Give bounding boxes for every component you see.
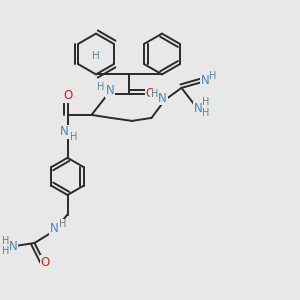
Text: O: O [63, 89, 72, 103]
Text: H: H [151, 89, 158, 100]
Text: H: H [2, 246, 9, 256]
Text: H: H [97, 82, 104, 92]
Text: N: N [50, 221, 58, 235]
Text: H: H [92, 50, 100, 61]
Text: H: H [2, 236, 9, 246]
Text: N: N [60, 125, 69, 139]
Text: O: O [41, 256, 50, 269]
Text: N: N [106, 84, 115, 98]
Text: H: H [202, 97, 210, 107]
Text: H: H [70, 132, 78, 142]
Text: N: N [194, 102, 202, 116]
Text: O: O [146, 87, 154, 101]
Text: H: H [209, 71, 217, 82]
Text: H: H [59, 219, 66, 230]
Text: N: N [158, 92, 167, 105]
Text: N: N [200, 74, 209, 87]
Text: N: N [9, 239, 18, 253]
Text: H: H [202, 108, 210, 118]
